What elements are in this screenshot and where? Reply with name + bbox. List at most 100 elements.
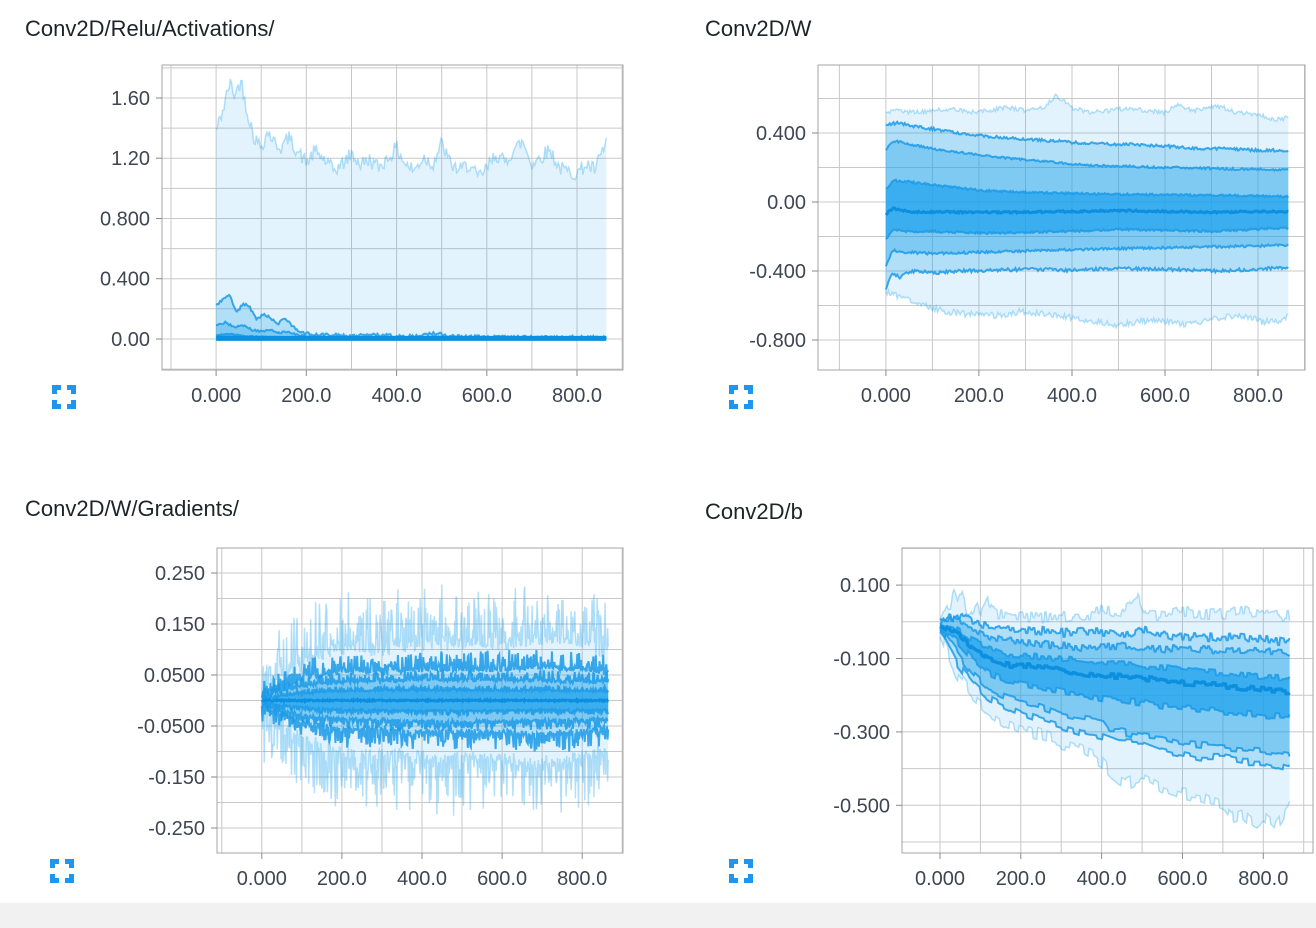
p16-line	[939, 630, 1291, 757]
x-tick-label: 400.0	[1077, 868, 1127, 890]
y-tick-label: 0.0500	[144, 665, 205, 687]
p7-line	[939, 626, 1291, 771]
x-tick-label: 800.0	[1238, 868, 1288, 890]
chart-0: 0.000 200.0 400.0 600.0 800.0 1.60 1.20 0.800 0.…	[100, 64, 624, 407]
max-line	[215, 78, 608, 181]
x-tick-label: 200.0	[954, 385, 1004, 407]
median-line	[884, 206, 1289, 217]
p69-line	[260, 681, 610, 703]
y-tick-label: 0.00	[767, 192, 806, 214]
median-line	[939, 624, 1291, 696]
p31-line	[261, 700, 610, 719]
x-tick-label: 400.0	[1047, 385, 1097, 407]
expand-icon	[52, 385, 76, 409]
p7-line	[884, 265, 1289, 290]
x-tick-label: 400.0	[397, 868, 447, 890]
x-tick-label: 0.000	[861, 385, 911, 407]
min-line	[261, 705, 609, 816]
p31-line	[885, 226, 1289, 240]
x-tick-label: 200.0	[317, 868, 367, 890]
y-tick-label: -0.300	[833, 722, 890, 744]
y-tick-label: -0.500	[833, 795, 890, 817]
x-tick-label: 600.0	[462, 385, 512, 407]
y-tick-label: -0.100	[833, 649, 890, 671]
percentile-plot	[884, 93, 1290, 330]
axis-ticks: 0.000 200.0 400.0 600.0 800.0 0.100 -0.100 -0.3…	[833, 575, 1288, 890]
y-tick-label: 0.100	[840, 575, 890, 597]
band-min-max	[216, 78, 607, 340]
expand-icon	[50, 859, 74, 883]
x-tick-label: 600.0	[1157, 868, 1207, 890]
plot-border	[901, 547, 1314, 854]
y-tick-label: 0.00	[111, 329, 150, 351]
plot-border	[216, 547, 624, 854]
y-tick-label: 0.250	[155, 563, 205, 585]
expand-button-activations[interactable]	[50, 383, 78, 411]
p31-line	[939, 629, 1291, 720]
x-tick-label: 0.000	[237, 868, 287, 890]
max-line	[261, 584, 609, 697]
axis-ticks: 0.000 200.0 400.0 600.0 800.0 0.400 0.00 -0.400…	[749, 123, 1283, 407]
p16-line	[884, 243, 1289, 267]
max-line	[885, 93, 1289, 123]
chart-3: 0.000 200.0 400.0 600.0 800.0 0.100 -0.100 -0.3…	[833, 547, 1314, 890]
expand-button-w-gradients[interactable]	[48, 857, 76, 885]
expand-button-w[interactable]	[727, 383, 755, 411]
chart-title-w-gradients: Conv2D/W/Gradients/	[25, 496, 239, 521]
p16-line	[261, 701, 609, 733]
p84-line	[939, 615, 1291, 657]
min-line	[939, 636, 1291, 830]
expand-icon	[729, 385, 753, 409]
expand-button-b[interactable]	[727, 857, 755, 885]
x-tick-label: 200.0	[996, 868, 1046, 890]
chart-title-activations: Conv2D/Relu/Activations/	[25, 16, 275, 41]
p93-line	[939, 612, 1291, 647]
y-tick-label: 0.800	[100, 209, 150, 231]
y-tick-label: -0.800	[749, 330, 806, 352]
plot-border	[161, 64, 624, 371]
band-min-max	[940, 589, 1290, 829]
x-tick-label: 800.0	[1233, 385, 1283, 407]
axis-ticks: 0.000 200.0 400.0 600.0 800.0 0.250 0.150 0.050…	[137, 563, 607, 890]
y-tick-label: 0.150	[155, 614, 205, 636]
x-tick-label: 0.000	[915, 868, 965, 890]
chart-1: 0.000 200.0 400.0 600.0 800.0 0.400 0.00 -0.400…	[749, 64, 1306, 407]
plot-border	[817, 64, 1306, 371]
chart-title-w: Conv2D/W	[705, 16, 812, 41]
x-tick-label: 600.0	[1140, 385, 1190, 407]
y-tick-label: 0.400	[100, 269, 150, 291]
x-tick-label: 800.0	[552, 385, 602, 407]
x-tick-label: 0.000	[191, 385, 241, 407]
y-tick-label: 1.20	[111, 148, 150, 170]
y-tick-label: 0.400	[756, 123, 806, 145]
p69-line	[939, 623, 1291, 682]
p84-line	[261, 668, 610, 701]
max-line	[939, 587, 1291, 624]
percentile-plot	[939, 587, 1291, 830]
chart-2: 0.000 200.0 400.0 600.0 800.0 0.250 0.150 0.050…	[137, 547, 624, 890]
x-tick-label: 200.0	[281, 385, 331, 407]
y-tick-label: -0.150	[148, 767, 205, 789]
x-tick-label: 600.0	[477, 868, 527, 890]
y-tick-label: -0.0500	[137, 716, 205, 738]
band-p7-p93	[216, 295, 607, 339]
expand-icon	[729, 859, 753, 883]
p69-line	[885, 178, 1290, 199]
x-tick-label: 800.0	[557, 868, 607, 890]
median-line	[260, 696, 610, 705]
axis-ticks: 0.000 200.0 400.0 600.0 800.0 1.60 1.20 0.800 0.…	[100, 88, 602, 407]
min-line	[885, 287, 1289, 330]
band-p31-p69	[940, 624, 1290, 719]
x-tick-label: 400.0	[372, 385, 422, 407]
y-tick-label: -0.400	[749, 261, 806, 283]
chart-title-b: Conv2D/b	[705, 499, 803, 524]
y-tick-label: 1.60	[111, 88, 150, 110]
p7-line	[260, 703, 610, 752]
p84-line	[885, 139, 1289, 172]
page-bottom-strip	[0, 903, 1316, 928]
y-tick-label: -0.250	[148, 818, 205, 840]
percentile-plot	[215, 78, 608, 341]
percentile-plot	[260, 584, 610, 816]
